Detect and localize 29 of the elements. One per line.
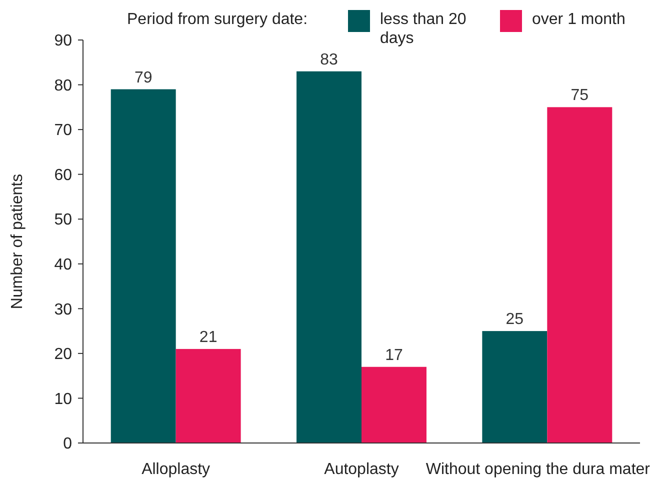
bar xyxy=(362,366,426,443)
x-tick-label: Autoplasty xyxy=(324,461,399,478)
y-tick-label: 60 xyxy=(54,166,72,184)
data-label: 75 xyxy=(570,87,589,104)
data-label: 25 xyxy=(506,311,524,328)
data-label: 83 xyxy=(320,51,338,68)
legend-title: Period from surgery date: xyxy=(127,11,308,28)
y-tick-label: 40 xyxy=(54,256,72,274)
y-tick-label: 10 xyxy=(54,390,72,408)
bar xyxy=(110,89,176,443)
legend-label: over 1 month xyxy=(532,11,626,28)
bar xyxy=(482,331,548,443)
x-tick-label: Without opening the dura mater xyxy=(426,461,651,478)
y-tick-label: 90 xyxy=(54,32,72,50)
y-tick-label: 80 xyxy=(54,77,72,94)
data-label: 17 xyxy=(385,346,403,364)
y-axis-title: Number of patients xyxy=(9,174,26,310)
y-tick-label: 50 xyxy=(54,212,72,229)
bar xyxy=(176,348,241,443)
bar xyxy=(547,107,612,443)
data-label: 79 xyxy=(134,69,152,86)
legend-label: less than 20 days xyxy=(380,11,466,47)
y-tick-label: 70 xyxy=(54,122,72,140)
y-tick-label: 0 xyxy=(63,436,72,453)
data-label: 21 xyxy=(199,328,218,346)
y-tick-label: 20 xyxy=(54,346,72,364)
y-tick-label: 30 xyxy=(54,301,72,318)
x-tick-label: Alloplasty xyxy=(142,461,210,478)
bar xyxy=(296,71,362,443)
